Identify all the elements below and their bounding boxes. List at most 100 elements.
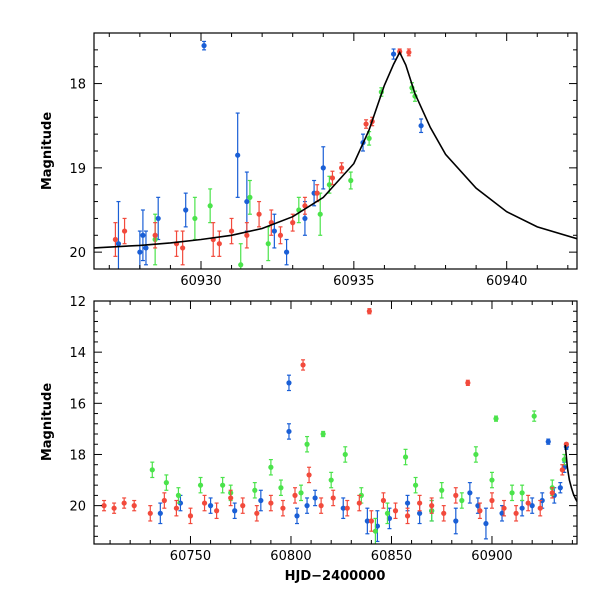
x-tick-label: 60900 [471,549,512,564]
data-point [228,228,235,234]
zoomed-light-curve-panel: 60930 60935 60940 18 19 20 Magnitude [40,32,578,289]
data-point [320,431,326,437]
data-point [292,492,298,498]
full-plot-body [101,308,577,544]
data-point [143,245,149,251]
data-point [278,485,284,491]
data-point [531,413,537,419]
data-point [344,505,350,511]
data-point [392,508,399,514]
data-point [417,510,423,516]
data-point [348,177,354,184]
zoomed-plot-body [94,40,577,269]
data-point [111,505,117,511]
data-point [320,165,326,171]
data-point [404,500,411,506]
data-point [140,232,146,238]
data-point [501,505,507,511]
x-tick-label: 60850 [371,549,412,564]
full-light-curve-panel: 60750 60800 60850 60900 12 14 16 18 20 Magnitude… [40,295,578,584]
data-point [499,510,505,516]
data-point [183,207,189,213]
data-point [340,505,346,511]
data-point [271,228,277,234]
full-data-layer [101,308,577,544]
data-point [477,508,483,514]
data-point [207,203,213,209]
full-series-red [101,308,569,532]
x-axis-title: HJD−2400000 [285,569,386,584]
data-point [467,490,473,496]
data-point [317,211,323,217]
data-point [326,182,332,188]
data-point [187,513,194,519]
data-point [453,492,459,498]
data-point [459,497,465,504]
data-point [258,497,264,504]
data-point [483,520,489,527]
data-point [384,510,391,516]
data-point [238,262,244,268]
full-y-axis-title: Magnitude [40,383,55,462]
data-point [545,439,551,445]
data-point [163,480,169,486]
data-point [302,203,308,209]
x-tick-label: 60935 [333,274,374,289]
x-tick-label: 60750 [170,549,211,564]
y-tick-label: 18 [69,78,86,93]
data-point [268,500,274,506]
data-point [306,472,312,478]
data-point [402,454,409,460]
data-point [175,492,182,498]
data-point [254,510,260,516]
data-point [328,477,334,483]
zoomed-y-axis-title: Magnitude [40,112,55,191]
data-point [180,245,186,251]
data-point [256,211,262,217]
y-tick-label: 20 [69,500,86,515]
data-point [475,503,481,509]
data-point [207,503,214,509]
data-point [302,215,308,222]
data-point [406,49,412,55]
data-point [161,497,167,504]
x-tick-label: 60930 [180,274,221,289]
data-point [525,500,531,506]
data-point [121,228,128,234]
data-point [312,495,318,501]
data-point [489,497,495,504]
data-point [342,451,348,458]
data-point [304,503,310,509]
data-point [131,503,137,509]
data-point [519,505,525,511]
zoomed-data-layer [94,40,577,269]
data-point [489,477,495,483]
y-tick-label: 16 [69,397,86,412]
data-point [157,510,163,516]
data-point [386,515,393,522]
data-point [244,198,250,205]
data-point [314,190,320,196]
y-tick-label: 12 [69,295,86,310]
data-point [268,464,274,470]
y-tick-label: 19 [69,162,86,177]
data-point [465,380,471,386]
data-point [216,241,222,247]
data-point [232,508,238,514]
data-point [318,503,324,509]
data-point [149,467,155,473]
data-point [441,510,447,516]
data-point [290,220,296,226]
data-point [513,510,519,516]
data-point [228,495,234,501]
data-point [364,518,370,524]
data-point [529,503,535,509]
data-point [101,503,107,509]
data-point [252,487,258,493]
full-axis-ticks: 60750 60800 60850 60900 12 14 16 18 20 [69,295,577,564]
data-point [439,487,445,493]
data-point [563,441,569,447]
data-point [519,490,525,496]
data-point [412,482,419,488]
